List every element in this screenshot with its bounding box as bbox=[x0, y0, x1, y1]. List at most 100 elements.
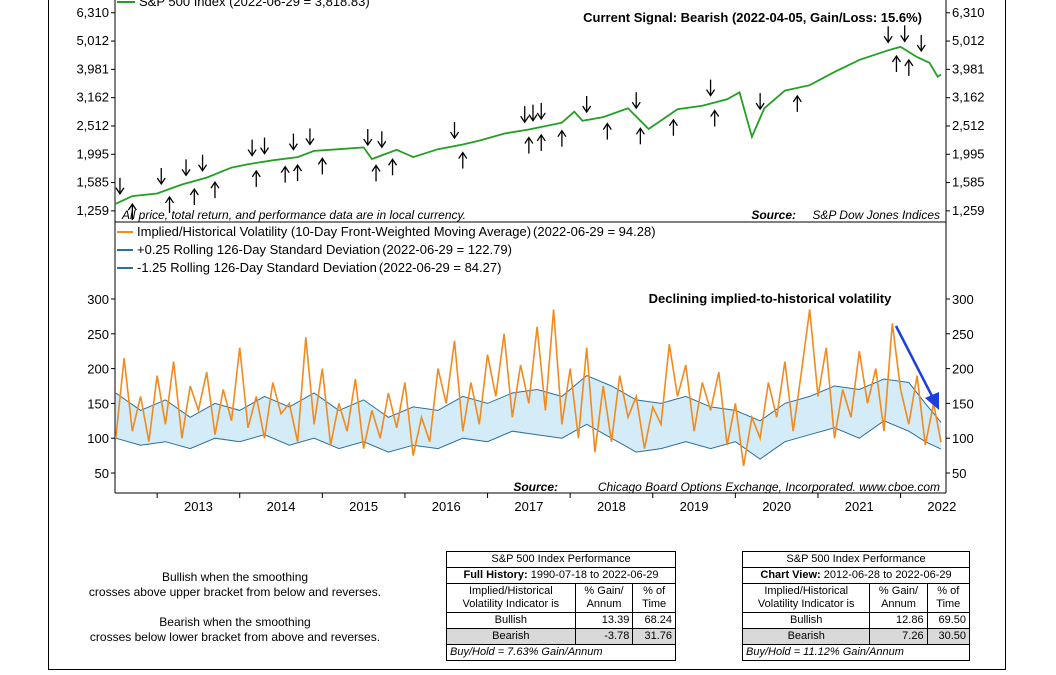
row-time: 30.50 bbox=[926, 628, 971, 645]
y-tick-label-right: 2,512 bbox=[952, 118, 985, 133]
legend-label-sp500: S&P 500 Index (2022-06-29 = 3,818.83) bbox=[139, 0, 370, 9]
table-subtitle-label: Chart View: bbox=[760, 569, 821, 581]
buy-signal-arrow bbox=[293, 163, 303, 182]
row-label: Bearish bbox=[446, 628, 576, 645]
table-row: Bearish 7.26 30.50 bbox=[741, 628, 971, 645]
buy-signal-arrow bbox=[388, 158, 398, 176]
buy-signal-arrow bbox=[710, 109, 720, 127]
buy-signal-arrow bbox=[524, 136, 534, 154]
sell-signal-arrow bbox=[916, 34, 926, 53]
lower-bracket-line bbox=[115, 420, 942, 460]
table-row: Bearish -3.78 31.76 bbox=[446, 628, 676, 645]
table-footer: Buy/Hold = 11.12% Gain/Annum bbox=[742, 644, 970, 661]
table-header-indicator: Implied/Historical Volatility Indicator … bbox=[741, 583, 871, 613]
sell-signal-arrow bbox=[181, 159, 191, 177]
sell-signal-arrow bbox=[288, 133, 298, 151]
table-row: Bullish 13.39 68.24 bbox=[446, 612, 676, 629]
row-gain: -3.78 bbox=[574, 628, 634, 645]
row-label: Bullish bbox=[741, 612, 871, 629]
table-row: Bullish 12.86 69.50 bbox=[741, 612, 971, 629]
x-tick-label: 2014 bbox=[267, 499, 296, 514]
y-tick-label-right: 3,162 bbox=[952, 90, 985, 105]
trend-arrow-head bbox=[925, 392, 939, 410]
buy-signal-arrow bbox=[280, 165, 290, 183]
x-tick-label: 2018 bbox=[597, 499, 626, 514]
table-subtitle: Chart View: 2012-06-28 to 2022-06-29 bbox=[742, 567, 970, 584]
y-tick-label-left: 6,310 bbox=[76, 5, 109, 20]
sell-signal-arrow bbox=[363, 129, 373, 147]
row-time: 31.76 bbox=[632, 628, 676, 645]
x-tick-label: 2015 bbox=[349, 499, 378, 514]
volatility-panel: 300 300 250 250 200 200 150 150 100 100 50 50 2013 20… bbox=[87, 222, 974, 514]
price-source-label: Source: bbox=[751, 208, 796, 222]
buy-signal-arrow bbox=[904, 58, 914, 76]
implied-historical-volatility-line bbox=[115, 309, 942, 467]
trend-arrow-shaft bbox=[894, 325, 936, 401]
row-label: Bullish bbox=[446, 612, 576, 629]
table-footer: Buy/Hold = 7.63% Gain/Annum bbox=[446, 644, 676, 661]
buy-signal-arrow bbox=[164, 195, 175, 213]
y-tick-label-right: 50 bbox=[952, 466, 966, 481]
bracket-band bbox=[115, 375, 942, 460]
table-header-time: % of Time bbox=[632, 583, 676, 613]
y-tick-label-left: 1,585 bbox=[76, 175, 109, 190]
x-tick-label: 2019 bbox=[680, 499, 709, 514]
sp500-line bbox=[114, 45, 942, 205]
x-tick-label: 2021 bbox=[845, 499, 874, 514]
row-gain: 12.86 bbox=[869, 612, 928, 629]
sell-signal-arrow bbox=[706, 79, 716, 97]
row-gain: 7.26 bbox=[869, 628, 928, 645]
row-label: Bearish bbox=[741, 628, 871, 645]
buy-signal-arrow bbox=[792, 94, 802, 112]
bullish-note: Bullish when the smoothing crosses above… bbox=[70, 570, 400, 600]
row-gain: 13.39 bbox=[574, 612, 634, 629]
sell-signal-arrow bbox=[900, 25, 910, 43]
bullish-note-line-1: Bullish when the smoothing bbox=[161, 570, 309, 584]
sell-signal-arrow bbox=[883, 26, 893, 44]
buy-signal-arrow bbox=[891, 54, 901, 73]
sell-signal-arrow bbox=[631, 92, 641, 110]
y-tick-label-right: 300 bbox=[952, 292, 974, 307]
sell-signal-arrow bbox=[198, 154, 208, 172]
sell-signal-arrow bbox=[259, 137, 270, 155]
buy-signal-arrow bbox=[210, 181, 220, 199]
buy-signal-arrow bbox=[317, 157, 327, 175]
sell-signal-arrow bbox=[377, 131, 387, 149]
price-panel: 6,310 6,310 5,012 5,012 3,981 3,981 3,162 3,162… bbox=[76, 0, 985, 223]
vol-source-label: Source: bbox=[513, 480, 558, 494]
bullish-note-line-2: crosses above upper bracket from below a… bbox=[88, 585, 382, 599]
price-source-text: S&P Dow Jones Indices bbox=[812, 208, 940, 222]
x-tick-label: 2022 bbox=[927, 499, 956, 514]
legend-value: (2022-06-29 = 122.79) bbox=[382, 242, 512, 257]
y-tick-label-left: 100 bbox=[87, 431, 109, 446]
sell-signal-arrow bbox=[582, 96, 592, 114]
chart-view-table: S&P 500 Index Performance Chart View: 20… bbox=[741, 551, 971, 661]
bearish-note: Bearish when the smoothing crosses below… bbox=[70, 615, 400, 645]
row-time: 69.50 bbox=[926, 612, 971, 629]
buy-signal-arrow bbox=[557, 129, 567, 147]
sell-signal-arrow bbox=[536, 102, 546, 121]
legend-label: Implied/Historical Volatility (10-Day Fr… bbox=[137, 224, 531, 239]
y-tick-label-right: 1,585 bbox=[952, 175, 985, 190]
y-tick-label-left: 150 bbox=[87, 396, 109, 411]
buy-signal-arrow bbox=[458, 151, 468, 169]
full-history-table: S&P 500 Index Performance Full History: … bbox=[446, 551, 676, 661]
table-title: S&P 500 Index Performance bbox=[446, 551, 676, 568]
sell-signal-arrow bbox=[305, 128, 315, 146]
y-tick-label-left: 2,512 bbox=[76, 118, 109, 133]
sell-signal-arrow bbox=[247, 139, 257, 157]
y-tick-label-left: 200 bbox=[87, 362, 109, 377]
legend-value: (2022-06-29 = 94.28) bbox=[533, 224, 656, 239]
table-subtitle-label: Full History: bbox=[463, 569, 528, 581]
y-tick-label-right: 6,310 bbox=[952, 5, 985, 20]
bearish-note-line-1: Bearish when the smoothing bbox=[159, 615, 311, 629]
sell-signal-arrow bbox=[115, 177, 125, 195]
current-signal-annotation: Current Signal: Bearish (2022-04-05, Gai… bbox=[583, 10, 922, 25]
legend-entry: Implied/Historical Volatility (10-Day Fr… bbox=[117, 224, 656, 239]
table-header-time: % of Time bbox=[926, 583, 971, 613]
table-subtitle-range: 1990-07-18 to 2022-06-29 bbox=[530, 569, 659, 581]
legend-entry: -1.25 Rolling 126-Day Standard Deviation… bbox=[117, 260, 501, 275]
table-title: S&P 500 Index Performance bbox=[742, 551, 970, 568]
legend-value: (2022-06-29 = 84.27) bbox=[379, 260, 502, 275]
